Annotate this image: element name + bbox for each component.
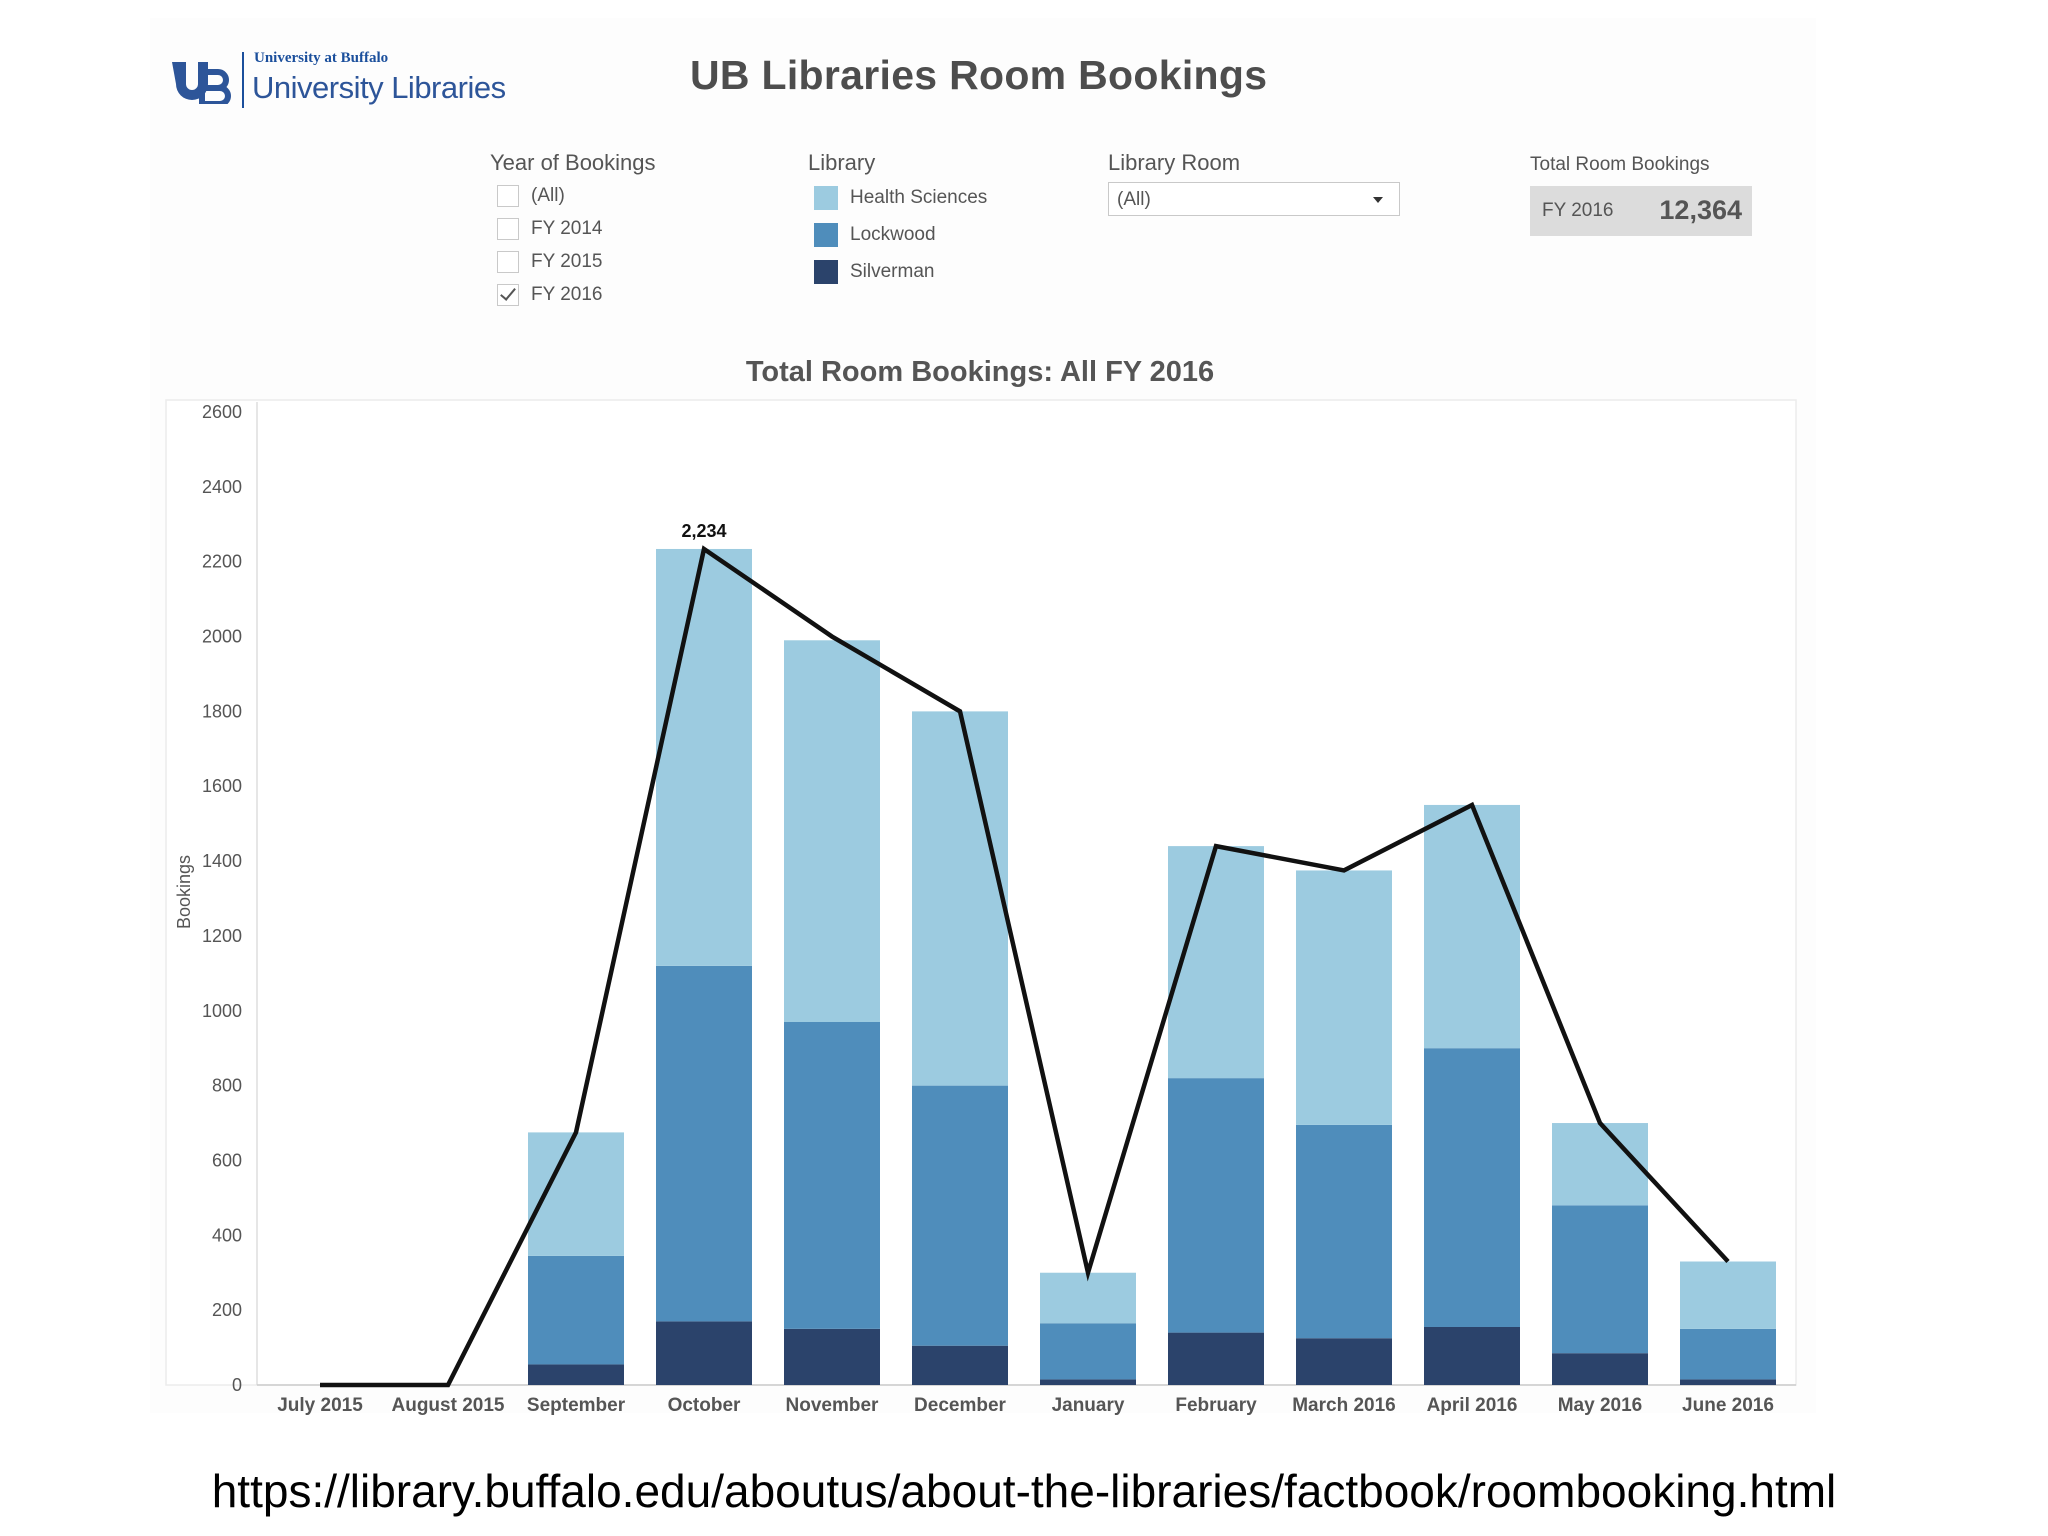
bar-segment-health-sciences[interactable]: [656, 548, 752, 966]
bar-segment-silverman[interactable]: [1040, 1379, 1136, 1385]
legend-label: Health Sciences: [850, 187, 988, 208]
bar-segment-lockwood[interactable]: [784, 1021, 880, 1329]
library-legend-title: Library: [808, 150, 876, 175]
kpi-year: FY 2016: [1542, 200, 1614, 221]
y-tick-label: 1200: [202, 926, 242, 946]
bar-segment-lockwood[interactable]: [1040, 1323, 1136, 1380]
page-title: UB Libraries Room Bookings: [690, 52, 1268, 98]
checkbox[interactable]: [497, 218, 519, 240]
legend-swatch: [814, 260, 838, 284]
y-tick-label: 2400: [202, 477, 242, 497]
bar-segment-silverman[interactable]: [912, 1345, 1008, 1385]
bar-segment-silverman[interactable]: [528, 1364, 624, 1385]
year-option-label: FY 2016: [531, 284, 603, 305]
peak-value-label: 2,234: [681, 521, 726, 541]
logo-institution: University at Buffalo: [254, 50, 389, 66]
year-option-label: FY 2015: [531, 251, 603, 272]
bar-segment-silverman[interactable]: [1680, 1379, 1776, 1385]
bar-segment-lockwood[interactable]: [912, 1085, 1008, 1346]
checkbox-checked[interactable]: [497, 284, 519, 306]
legend-label: Silverman: [850, 261, 935, 282]
y-tick-label: 2200: [202, 552, 242, 572]
x-tick-label: November: [786, 1395, 880, 1416]
bar-segment-health-sciences[interactable]: [1296, 870, 1392, 1125]
y-tick-label: 600: [212, 1150, 242, 1170]
bar-segment-lockwood[interactable]: [1296, 1124, 1392, 1339]
x-tick-label: January: [1052, 1395, 1125, 1416]
x-tick-label: March 2016: [1292, 1395, 1396, 1416]
bar-segment-health-sciences[interactable]: [1040, 1272, 1136, 1324]
bar-segment-lockwood[interactable]: [1424, 1048, 1520, 1327]
year-option-fy2016[interactable]: FY 2016: [497, 281, 602, 309]
bar-segment-health-sciences[interactable]: [1680, 1261, 1776, 1329]
x-tick-label: August 2015: [392, 1395, 505, 1416]
bar-segment-silverman[interactable]: [1424, 1326, 1520, 1385]
y-tick-label: 800: [212, 1076, 242, 1096]
kpi-total: 12,364: [1659, 195, 1742, 225]
y-tick-label: 1800: [202, 701, 242, 721]
bookings-chart: 0 200 400 600 800 1000 1200 1400 1600 1800 2000 220…: [165, 399, 1797, 1416]
x-tick-label: December: [914, 1395, 1006, 1416]
x-tick-label: February: [1175, 1395, 1257, 1416]
year-option-label: (All): [531, 185, 565, 206]
y-tick-label: 1400: [202, 851, 242, 871]
room-filter-title: Library Room: [1108, 150, 1241, 175]
legend-swatch: [814, 186, 838, 210]
y-tick-label: 200: [212, 1300, 242, 1320]
bar-segment-health-sciences[interactable]: [1552, 1123, 1648, 1206]
legend-item-health-sciences[interactable]: Health Sciences: [814, 184, 987, 212]
legend-swatch: [814, 223, 838, 247]
bar-segment-health-sciences[interactable]: [1168, 846, 1264, 1079]
chart-title: Total Room Bookings: All FY 2016: [745, 356, 1215, 388]
year-option-fy2015[interactable]: FY 2015: [497, 248, 602, 276]
year-option-label: FY 2014: [531, 218, 603, 239]
year-option-all[interactable]: (All): [497, 182, 565, 210]
bar-segment-silverman[interactable]: [1552, 1353, 1648, 1385]
bar-segment-lockwood[interactable]: [1168, 1078, 1264, 1333]
x-tick-label: October: [668, 1395, 741, 1416]
bar-segment-lockwood[interactable]: [1680, 1328, 1776, 1380]
x-tick-label: September: [527, 1395, 626, 1416]
logo-unit: University Libraries: [252, 70, 506, 105]
y-tick-label: 400: [212, 1225, 242, 1245]
bar-segment-lockwood[interactable]: [656, 965, 752, 1322]
year-filter-title: Year of Bookings: [490, 150, 656, 175]
y-tick-label: 0: [232, 1375, 242, 1395]
logo-divider: [242, 52, 244, 108]
x-tick-label: April 2016: [1427, 1395, 1518, 1416]
legend-label: Lockwood: [850, 224, 936, 245]
y-tick-label: 2600: [202, 402, 242, 422]
x-tick-label: May 2016: [1558, 1395, 1643, 1416]
source-url[interactable]: https://library.buffalo.edu/aboutus/abou…: [211, 1465, 1837, 1517]
legend-item-lockwood[interactable]: Lockwood: [814, 221, 936, 249]
bar-segment-health-sciences[interactable]: [784, 640, 880, 1022]
bar-segment-health-sciences[interactable]: [912, 711, 1008, 1086]
x-tick-label: June 2016: [1682, 1395, 1774, 1416]
kpi-title: Total Room Bookings: [1530, 154, 1710, 175]
bar-segment-silverman[interactable]: [784, 1328, 880, 1385]
checkbox[interactable]: [497, 251, 519, 273]
x-tick-label: July 2015: [277, 1395, 363, 1416]
checkbox[interactable]: [497, 185, 519, 207]
bar-segment-silverman[interactable]: [656, 1321, 752, 1385]
legend-item-silverman[interactable]: Silverman: [814, 258, 934, 286]
y-axis-label: Bookings: [174, 855, 194, 929]
dropdown-value: (All): [1117, 189, 1151, 210]
university-libraries-logo: University at Buffalo University Librari…: [170, 48, 520, 116]
bar-segment-health-sciences[interactable]: [1424, 804, 1520, 1049]
y-tick-label: 1000: [202, 1001, 242, 1021]
library-room-dropdown[interactable]: (All): [1108, 182, 1400, 216]
bar-segment-silverman[interactable]: [1296, 1338, 1392, 1385]
y-tick-label: 2000: [202, 627, 242, 647]
ub-logo-icon: [172, 62, 231, 104]
kpi-box: FY 2016 12,364: [1530, 186, 1752, 236]
bar-segment-silverman[interactable]: [1168, 1332, 1264, 1385]
total-trend-line: [320, 545, 1730, 1388]
dropdown-arrow-icon[interactable]: [1373, 197, 1383, 203]
year-option-fy2014[interactable]: FY 2014: [497, 215, 602, 243]
y-tick-label: 1600: [202, 776, 242, 796]
bar-segment-lockwood[interactable]: [1552, 1205, 1648, 1354]
bar-segment-lockwood[interactable]: [528, 1255, 624, 1365]
